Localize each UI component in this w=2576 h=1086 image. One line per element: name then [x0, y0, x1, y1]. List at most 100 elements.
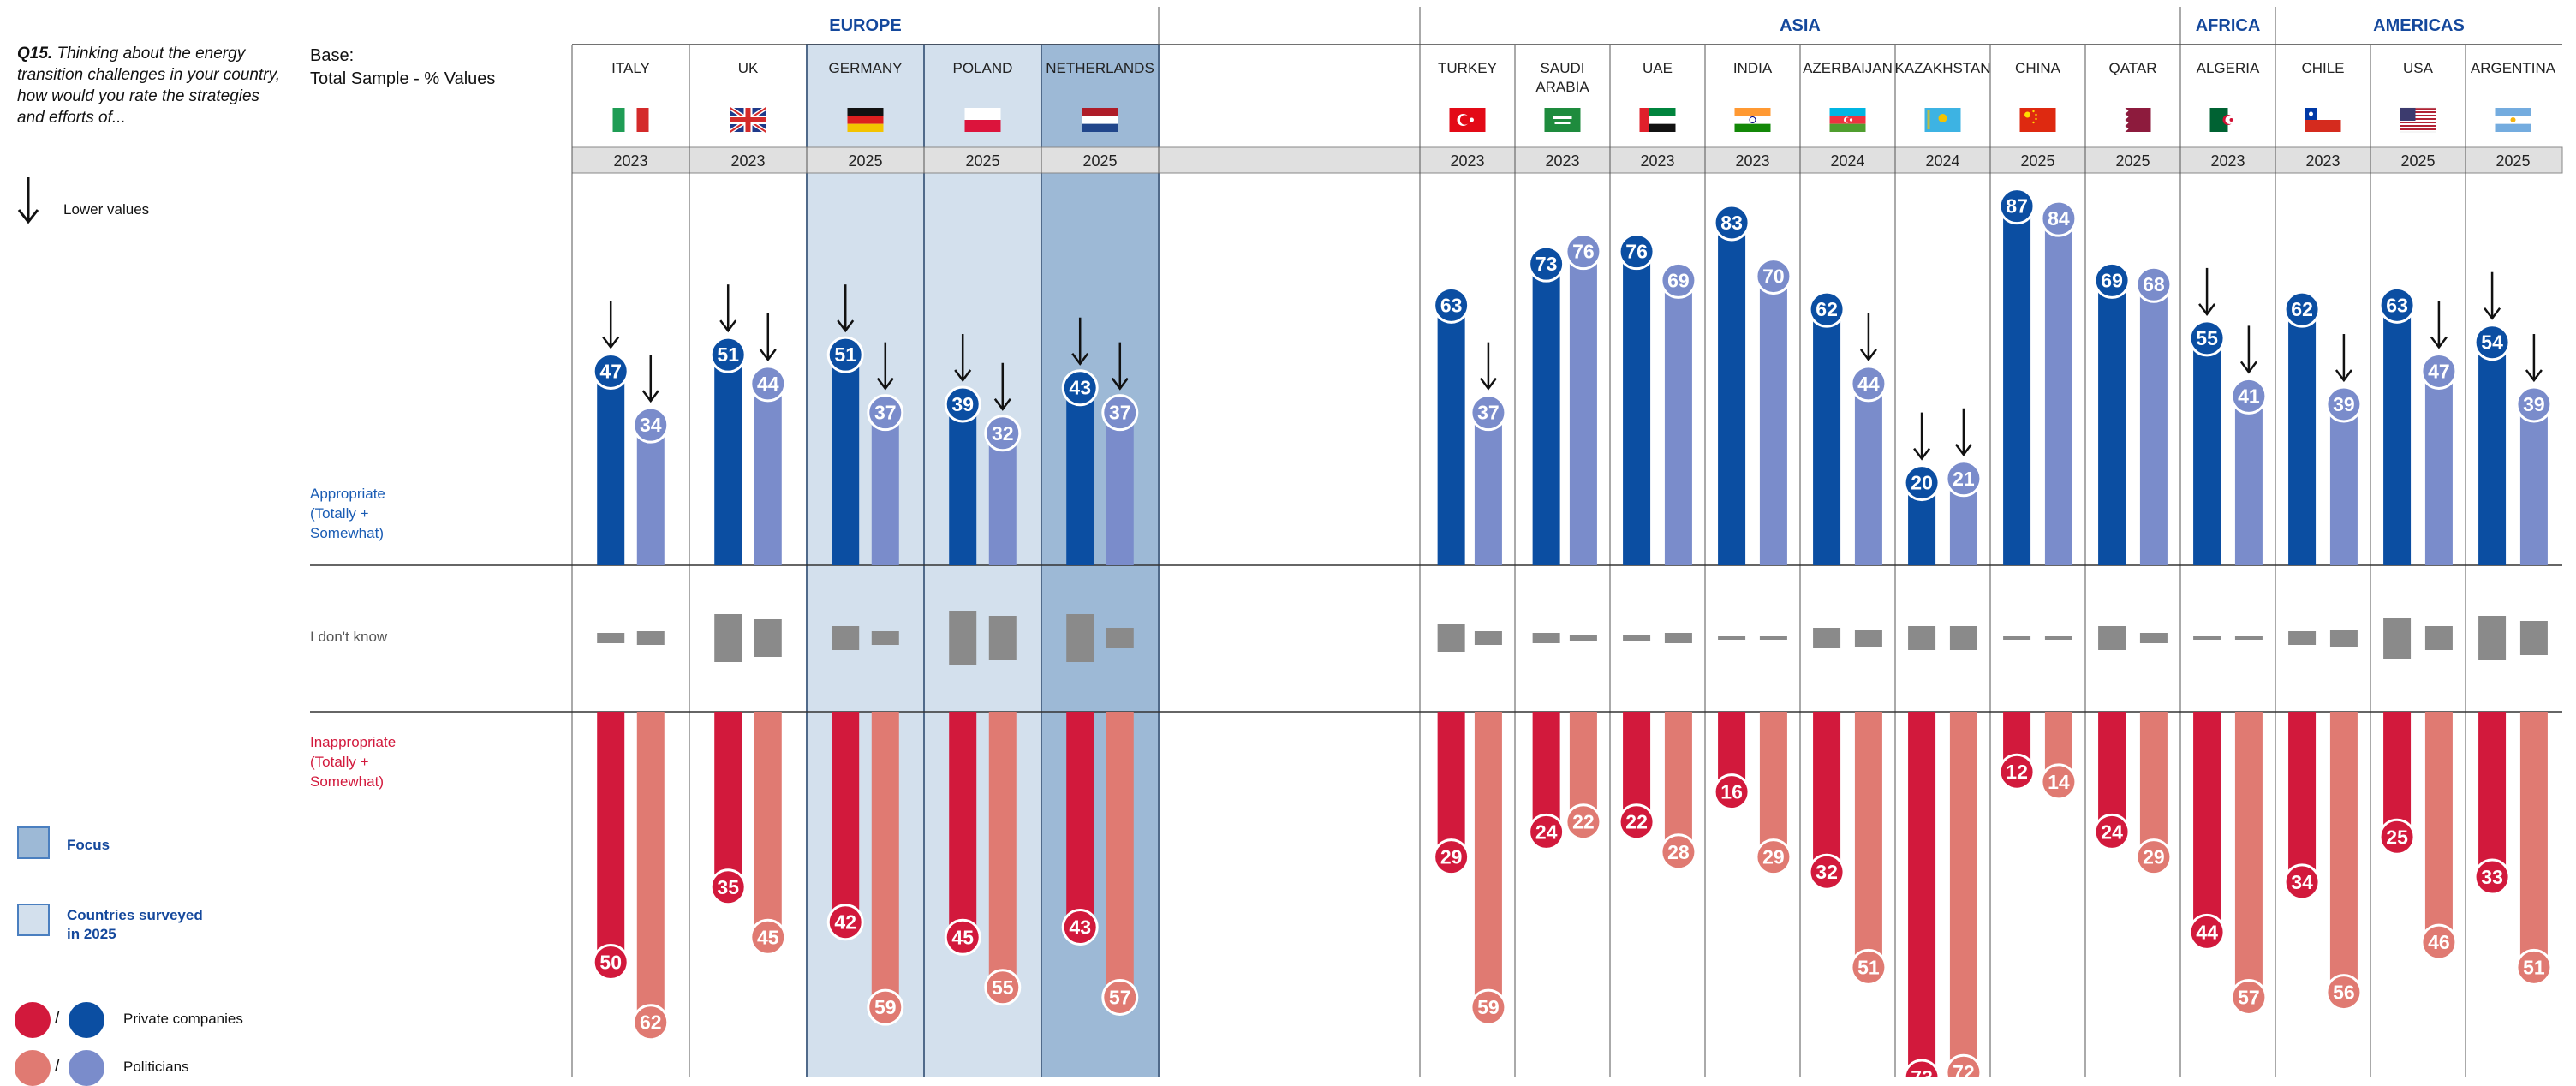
india-flag — [1734, 108, 1771, 132]
appropriate-bar-private — [2193, 337, 2221, 565]
inappropriate-bar-private — [597, 712, 625, 963]
inappropriate-value-label-private: 24 — [2101, 820, 2123, 843]
country-name-kazakhstan: KAZAKHSTAN — [1894, 60, 1990, 76]
uk-flag — [729, 105, 767, 134]
flag-stripe — [1082, 123, 1118, 132]
appropriate-value-badge-private — [944, 385, 981, 423]
region-label: EUROPE — [829, 16, 901, 35]
inappropriate-bar-politicians — [1664, 712, 1692, 852]
appropriate-bar-private — [2383, 305, 2412, 565]
flag-stripe — [1829, 108, 1866, 116]
flag-stripe — [2400, 108, 2436, 110]
appropriate-bar-politicians — [2044, 218, 2072, 565]
inappropriate-value-badge-politicians — [1850, 948, 1887, 986]
inappropriate-bar-private — [832, 712, 860, 922]
legend-surveyed-line: Countries surveyed — [67, 907, 203, 923]
appropriate-value-label-politicians: 37 — [874, 402, 897, 424]
appropriate-value-badge-politicians — [2325, 385, 2363, 423]
dont-know-bar-politicians — [1106, 628, 1134, 648]
appropriate-value-badge-private — [2093, 261, 2131, 299]
inappropriate-value-badge-private — [2188, 913, 2226, 951]
region-label: AMERICAS — [2373, 16, 2465, 35]
appropriate-value-label-private: 51 — [834, 343, 856, 366]
year-label-saudi-arabia: 2023 — [1545, 152, 1579, 170]
appropriate-bar-private — [2478, 342, 2507, 565]
inappropriate-value-badge-private — [1061, 909, 1099, 946]
inappropriate-value-badge-politicians — [2135, 838, 2173, 876]
appropriate-value-badge-private — [2378, 286, 2416, 324]
dont-know-bar-private — [2098, 626, 2126, 650]
flag-stripe — [2209, 108, 2228, 132]
country-name-uk: UK — [738, 60, 759, 76]
appropriate-bar-private — [1813, 309, 1841, 565]
flag-stripe — [847, 116, 884, 124]
inappropriate-value-label-private: 43 — [1069, 916, 1091, 939]
appropriate-value-badge-politicians — [1660, 261, 1697, 299]
inappropriate-value-badge-politicians — [1101, 978, 1139, 1016]
down-arrow-head-icon — [2239, 361, 2257, 374]
appropriate-bar-politicians — [1569, 251, 1597, 565]
inappropriate-value-badge-politicians — [2040, 763, 2078, 801]
appropriate-value-badge-private — [2188, 319, 2226, 357]
inappropriate-value-label-politicians: 57 — [1109, 986, 1131, 1008]
algeria-flag — [2209, 108, 2246, 132]
argentina-flag — [2495, 108, 2531, 132]
appropriate-value-badge-politicians — [1470, 394, 1507, 432]
flag-stripe — [1829, 123, 1866, 132]
appropriate-bar-politicians — [2329, 404, 2358, 565]
base-label: Base: — [310, 46, 355, 65]
appropriate-value-label-politicians: 69 — [1667, 269, 1690, 291]
country-name-poland: POLAND — [953, 60, 1013, 76]
uae-flag — [1639, 108, 1676, 132]
highlight-column-poland — [923, 44, 1042, 1077]
appropriate-value-label-private: 47 — [599, 360, 622, 382]
country-name-germany: GERMANY — [829, 60, 903, 76]
inappropriate-value-label-politicians: 45 — [757, 926, 779, 948]
flag-stripe — [964, 108, 1001, 120]
dont-know-bar-politicians — [2044, 636, 2072, 640]
appropriate-value-badge-politicians — [1850, 365, 1887, 403]
appropriate-value-badge-private — [2473, 324, 2511, 361]
inappropriate-bar-politicians — [1474, 712, 1502, 1008]
inappropriate-value-badge-politicians — [2420, 923, 2458, 961]
inappropriate-value-badge-private — [592, 944, 629, 981]
inappropriate-bar-politicians — [1106, 712, 1134, 998]
usa-flag — [2400, 107, 2436, 133]
flag-stripe — [1734, 108, 1771, 116]
inappropriate-bar-politicians — [988, 712, 1017, 988]
appropriate-value-label-politicians: 32 — [992, 422, 1014, 445]
country-name-chile: CHILE — [2301, 60, 2344, 76]
inappropriate-bar-private — [2383, 712, 2412, 838]
question-body: Thinking about the energy transition cha… — [17, 45, 280, 127]
dont-know-bar-private — [2478, 616, 2507, 660]
legend-slash: / — [55, 1009, 60, 1028]
inappropriate-value-label-private: 32 — [1816, 861, 1838, 883]
inappropriate-bar-private — [1066, 712, 1094, 928]
question-text: Q15. Thinking about the energy transitio… — [17, 43, 291, 128]
down-arrow-head-icon — [719, 319, 737, 333]
inappropriate-value-badge-politicians — [632, 1004, 670, 1041]
appropriate-value-badge-private — [709, 336, 747, 373]
down-arrow-head-icon — [993, 398, 1011, 411]
inappropriate-value-badge-private — [2283, 863, 2321, 901]
inappropriate-value-badge-private — [1528, 813, 1565, 850]
inappropriate-value-label-politicians: 14 — [2048, 771, 2070, 793]
dont-know-bar-private — [1066, 614, 1094, 662]
flag-star — [1470, 117, 1474, 122]
appropriate-bar-private — [832, 355, 860, 565]
appropriate-bar-private — [1623, 251, 1651, 565]
inappropriate-value-badge-politicians — [2230, 978, 2268, 1016]
inappropriate-value-badge-politicians — [984, 969, 1022, 1006]
flag-sun — [1938, 114, 1947, 122]
flag-star — [2035, 113, 2037, 116]
row-label-inappropriate-line: Somewhat) — [310, 773, 384, 790]
legend-slash: / — [55, 1057, 60, 1076]
appropriate-value-label-private: 87 — [2006, 195, 2028, 218]
appropriate-bar-politicians — [1664, 280, 1692, 565]
country-name-qatar: QATAR — [2108, 60, 2156, 76]
inappropriate-value-label-private: 29 — [1440, 846, 1463, 868]
dont-know-bar-politicians — [636, 631, 665, 645]
flag-stripe — [1734, 116, 1771, 124]
dont-know-bar-politicians — [2329, 630, 2358, 647]
flag-stripe — [612, 108, 625, 132]
